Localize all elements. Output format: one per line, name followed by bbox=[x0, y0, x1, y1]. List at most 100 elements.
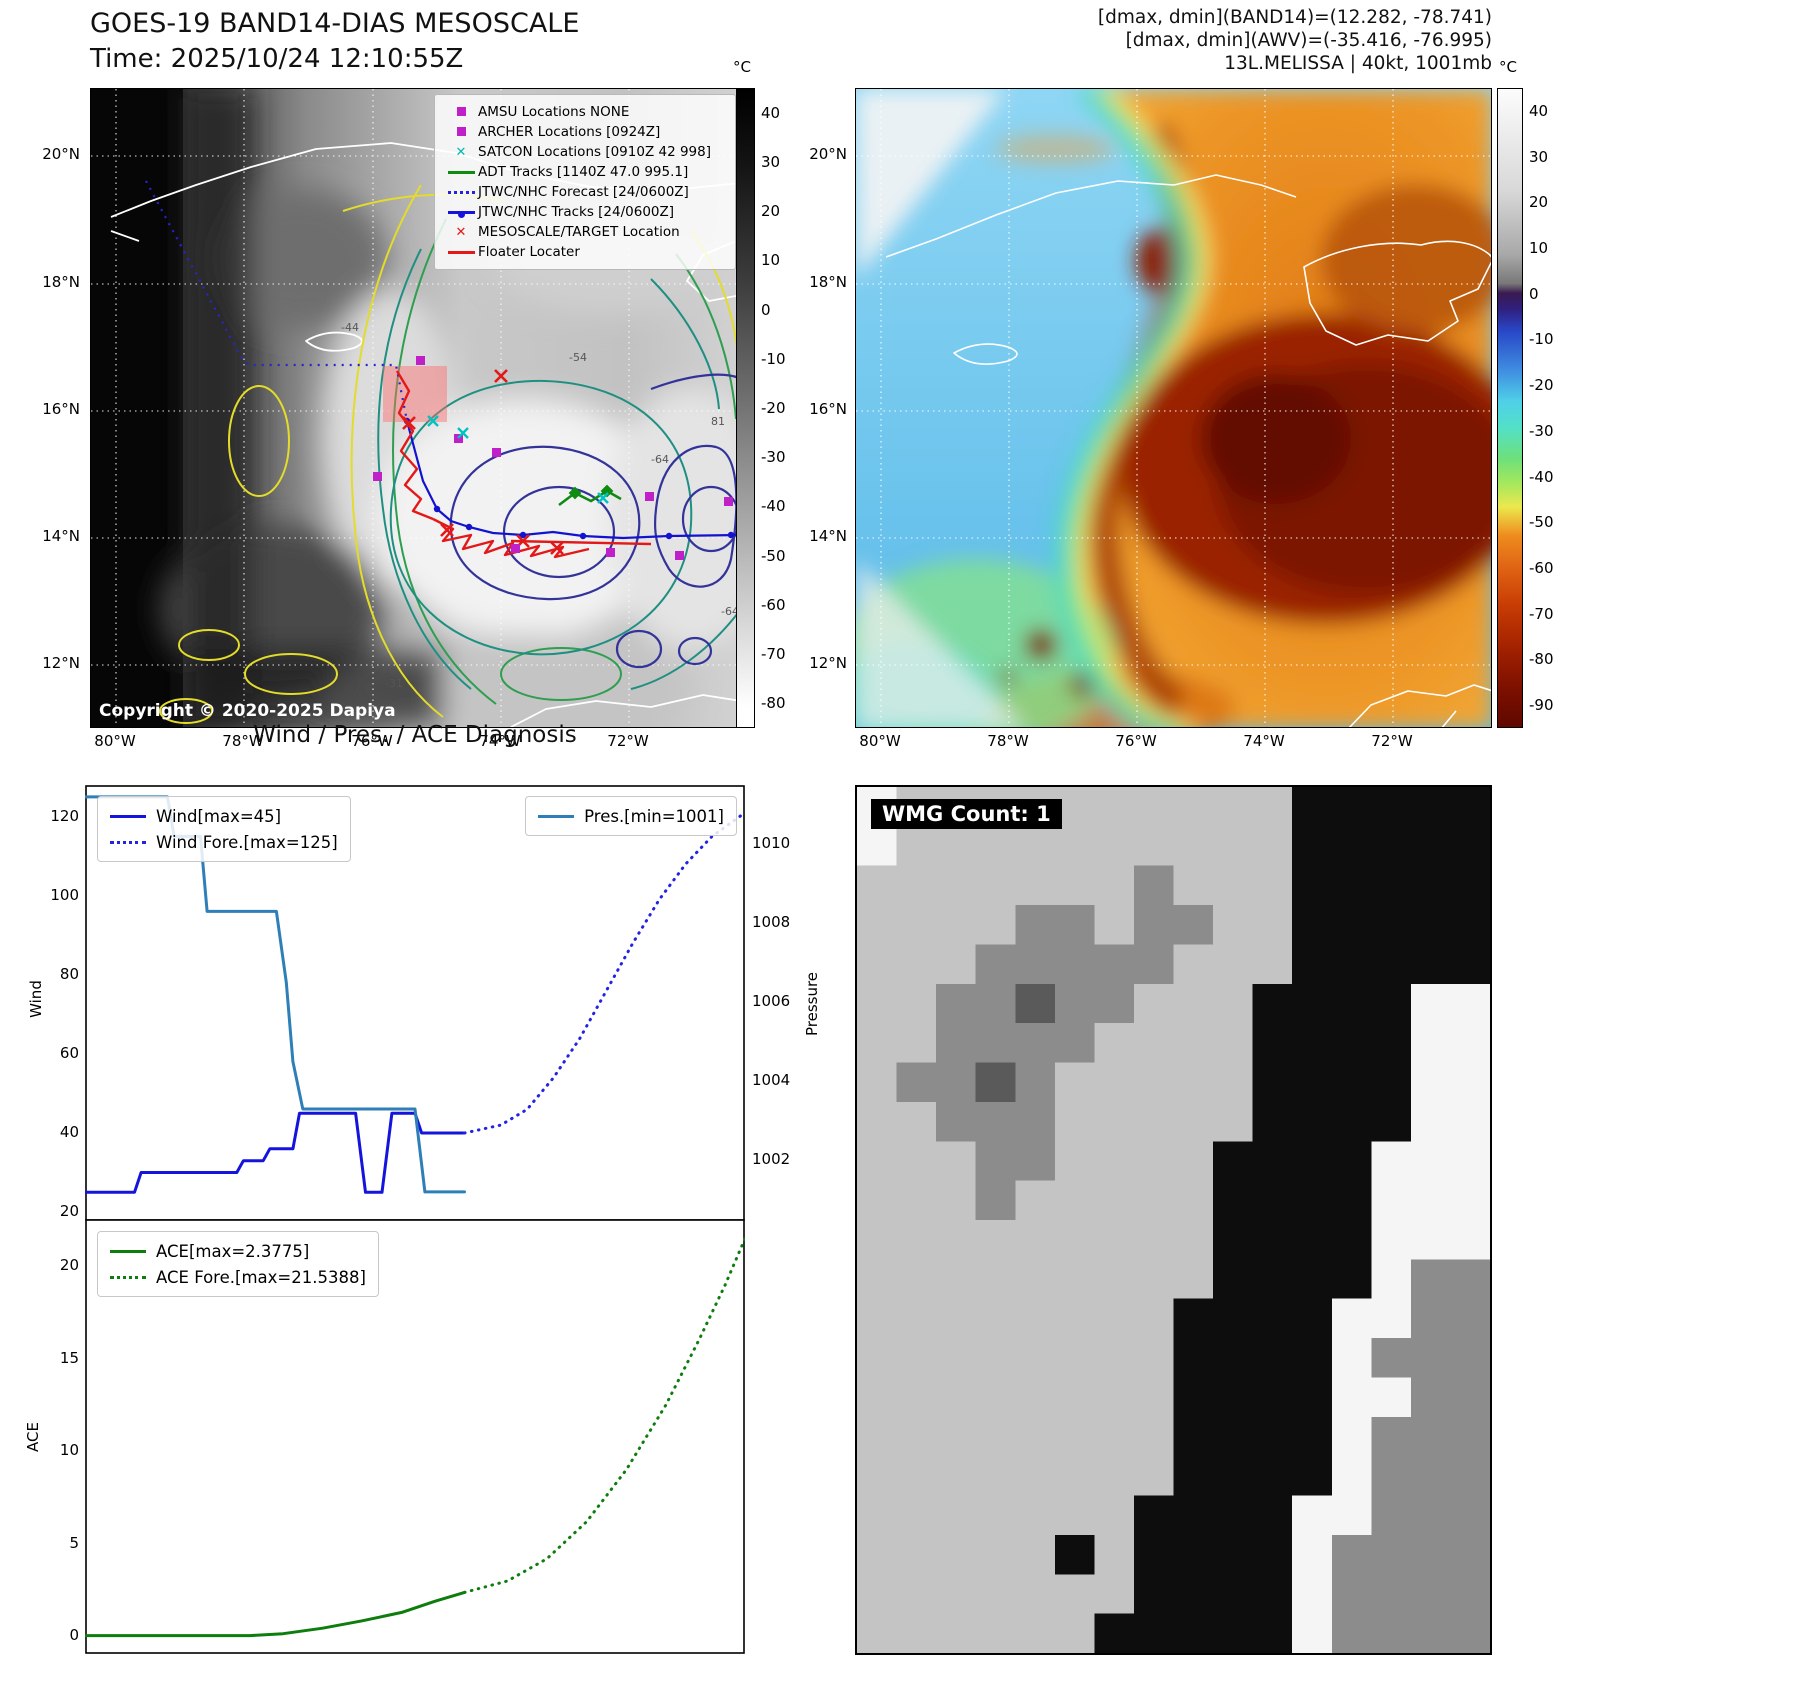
tick-label: 80°W bbox=[859, 732, 901, 750]
wind-forecast-line-sample bbox=[110, 840, 146, 844]
ace-legend-obs: ACE[max=2.3775] bbox=[110, 1238, 366, 1264]
tick-label: 16°N bbox=[42, 400, 80, 418]
ace-legend-forecast: ACE Fore.[max=21.5388] bbox=[110, 1264, 366, 1290]
tick-label: 78°W bbox=[987, 732, 1029, 750]
tick-label: 1002 bbox=[752, 1150, 791, 1169]
tick-label: 76°W bbox=[1115, 732, 1157, 750]
tick-label: 1010 bbox=[752, 834, 791, 853]
tick-label: 30 bbox=[761, 152, 781, 171]
right-colorbar bbox=[1497, 88, 1523, 728]
tick-label: -10 bbox=[1529, 330, 1554, 349]
magenta-square-icon bbox=[444, 105, 478, 119]
tick-label: 12°N bbox=[42, 654, 80, 672]
right-map-lat-ticks: 20°N 18°N 16°N 14°N 12°N bbox=[767, 88, 851, 728]
contour-label: -31 bbox=[385, 677, 403, 690]
tick-label: -90 bbox=[1529, 696, 1554, 715]
chart-title: Wind / Pres. / ACE Diagnosis bbox=[253, 722, 577, 748]
wind-line-sample bbox=[110, 814, 146, 818]
contour-label: -44 bbox=[341, 321, 359, 334]
pressure-axis-label: Pressure bbox=[803, 971, 821, 1037]
tick-label: 16°N bbox=[809, 400, 847, 418]
tick-label: 30 bbox=[1529, 147, 1549, 166]
legend-item-forecast: JTWC/NHC Forecast [24/0600Z] bbox=[444, 182, 726, 202]
tick-label: 15 bbox=[59, 1348, 79, 1367]
tick-label: -40 bbox=[761, 497, 786, 516]
annotation-band14-extrema: [dmax, dmin](BAND14)=(12.282, -78.741) bbox=[1097, 7, 1492, 28]
wind-axis-label: Wind bbox=[27, 980, 45, 1018]
ace-axis-label: ACE bbox=[24, 1422, 42, 1452]
awv-color-map-panel bbox=[855, 88, 1492, 728]
awv-satellite-image bbox=[856, 89, 1491, 727]
tick-label: 76°W bbox=[351, 732, 393, 750]
legend-label: JTWC/NHC Forecast [24/0600Z] bbox=[478, 184, 689, 200]
tick-label: 12°N bbox=[809, 654, 847, 672]
pressure-legend: Pres.[min=1001] bbox=[525, 796, 737, 836]
tick-label: 78°W bbox=[222, 732, 264, 750]
left-map-timestamp: Time: 2025/10/24 12:10:55Z bbox=[90, 44, 464, 74]
magenta-square-icon bbox=[444, 125, 478, 139]
tick-label: 20 bbox=[761, 202, 781, 221]
tick-label: -60 bbox=[761, 595, 786, 614]
wmg-grid-image bbox=[857, 787, 1490, 1653]
legend-item-satcon: SATCON Locations [0910Z 42 998] bbox=[444, 142, 726, 162]
lon-tick-labels: 80°W 78°W 76°W 74°W 72°W 80°W 78°W 76°W 74°W 72°W bbox=[0, 732, 1797, 754]
annotation-awv-extrema: [dmax, dmin](AWV)=(-35.416, -76.995) bbox=[1125, 30, 1492, 51]
wmg-count-label: WMG Count: 1 bbox=[871, 799, 1062, 829]
tick-label: -30 bbox=[761, 448, 786, 467]
tick-label: 100 bbox=[50, 885, 79, 904]
graticule bbox=[91, 89, 739, 727]
tick-label: 80°W bbox=[94, 732, 136, 750]
left-colorbar-unit: °C bbox=[733, 58, 751, 76]
tick-label: 1004 bbox=[752, 1071, 791, 1090]
legend-item-floater: Floater Locater bbox=[444, 242, 726, 262]
tick-label: -30 bbox=[1529, 421, 1554, 440]
tick-label: 1006 bbox=[752, 992, 791, 1011]
tick-label: 0 bbox=[69, 1626, 79, 1645]
right-colorbar-unit: °C bbox=[1499, 58, 1517, 76]
coastlines bbox=[885, 174, 1491, 727]
chart-series-line bbox=[85, 1111, 466, 1194]
tick-label: 14°N bbox=[42, 527, 80, 545]
tick-label: 40 bbox=[59, 1123, 79, 1141]
legend-label: ADT Tracks [1140Z 47.0 995.1] bbox=[478, 164, 689, 180]
ace-legend: ACE[max=2.3775] ACE Fore.[max=21.5388] bbox=[97, 1231, 379, 1297]
tick-label: -60 bbox=[1529, 559, 1554, 577]
blue-line-dot-icon bbox=[444, 205, 478, 219]
chart-series-line bbox=[463, 1237, 745, 1594]
tick-label: 0 bbox=[1529, 284, 1539, 303]
tick-label: -20 bbox=[1529, 376, 1554, 395]
tick-label: 18°N bbox=[42, 273, 80, 291]
tick-label: -80 bbox=[761, 694, 786, 713]
tick-label: 120 bbox=[50, 806, 79, 825]
legend-label: JTWC/NHC Tracks [24/0600Z] bbox=[478, 204, 675, 220]
legend-item-adt: ADT Tracks [1140Z 47.0 995.1] bbox=[444, 162, 726, 182]
tick-label: -50 bbox=[761, 546, 786, 565]
legend-label: AMSU Locations NONE bbox=[478, 104, 630, 120]
tick-label: -80 bbox=[1529, 650, 1554, 669]
legend-item-mesoscale: MESOSCALE/TARGET Location bbox=[444, 222, 726, 242]
wmg-panel: WMG Count: 1 bbox=[855, 785, 1492, 1655]
legend-label: MESOSCALE/TARGET Location bbox=[478, 224, 680, 240]
cyan-x-icon bbox=[444, 145, 478, 160]
tick-label: -70 bbox=[1529, 604, 1554, 623]
green-line-icon bbox=[444, 165, 478, 179]
ace-forecast-line-sample bbox=[110, 1275, 146, 1279]
tick-label: 72°W bbox=[1371, 732, 1413, 750]
contour-label: -64 bbox=[721, 605, 739, 618]
right-colorbar-ticks: 40 30 20 10 0 -10 -20 -30 -40 -50 -60 -70 -80 -90 bbox=[1529, 88, 1575, 728]
tick-label: 14°N bbox=[809, 527, 847, 545]
tick-label: 72°W bbox=[607, 732, 649, 750]
mesoscale-target-box bbox=[383, 366, 447, 422]
left-map-lat-ticks: 20°N 18°N 16°N 14°N 12°N bbox=[0, 88, 84, 728]
mesoscale-target-markers bbox=[402, 369, 564, 555]
tick-label: 20°N bbox=[42, 145, 80, 163]
tick-label: 0 bbox=[761, 300, 771, 319]
tick-label: 10 bbox=[761, 251, 781, 270]
wind-forecast-legend-label: Wind Fore.[max=125] bbox=[156, 832, 338, 852]
tick-label: 20 bbox=[1529, 193, 1549, 212]
chart-series-line bbox=[85, 1590, 466, 1638]
contour-labels: -54 -64 81 -64 -31 -44 bbox=[91, 89, 739, 727]
satcon-markers bbox=[427, 415, 609, 504]
pressure-line-sample bbox=[538, 814, 575, 818]
